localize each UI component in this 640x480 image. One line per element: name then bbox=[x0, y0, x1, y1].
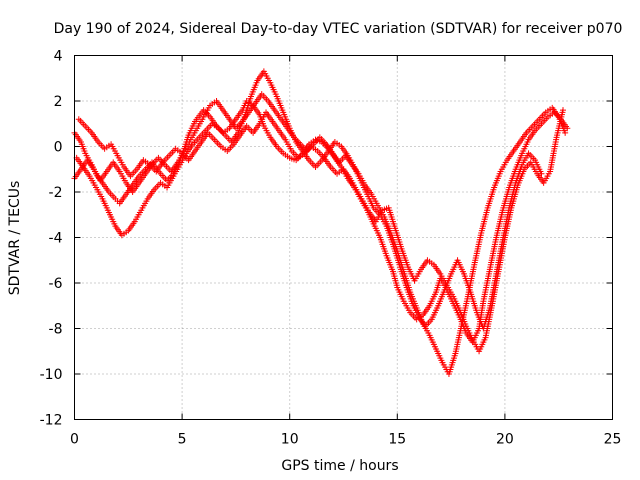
y-tick-label: -6 bbox=[49, 276, 63, 292]
y-tick-label: -12 bbox=[40, 413, 63, 429]
grid-lines bbox=[74, 55, 613, 420]
x-axis-label: GPS time / hours bbox=[281, 458, 398, 474]
x-tick-label: 0 bbox=[70, 432, 79, 448]
x-tick-label: 15 bbox=[388, 432, 406, 448]
x-axis: 0 5 10 15 20 25 bbox=[70, 55, 622, 448]
plot-frame bbox=[74, 55, 613, 420]
y-tick-label: -10 bbox=[40, 367, 63, 383]
y-tick-label: 0 bbox=[54, 140, 63, 156]
x-tick-label: 25 bbox=[604, 432, 622, 448]
y-axis: -12 -10 -8 -6 -4 -2 0 2 4 bbox=[40, 49, 613, 429]
data-points bbox=[71, 68, 571, 377]
chart-title: Day 190 of 2024, Sidereal Day-to-day VTE… bbox=[54, 21, 623, 37]
y-tick-label: 2 bbox=[54, 94, 63, 110]
x-tick-label: 5 bbox=[178, 432, 187, 448]
y-tick-label: 4 bbox=[54, 49, 63, 65]
x-tick-label: 10 bbox=[281, 432, 299, 448]
y-tick-label: -2 bbox=[49, 185, 63, 201]
x-tick-label: 20 bbox=[496, 432, 514, 448]
y-tick-label: -4 bbox=[49, 231, 63, 247]
y-axis-label: SDTVAR / TECUs bbox=[7, 181, 23, 296]
data-point bbox=[560, 107, 567, 114]
y-tick-label: -8 bbox=[49, 322, 63, 338]
data-point bbox=[562, 129, 569, 136]
